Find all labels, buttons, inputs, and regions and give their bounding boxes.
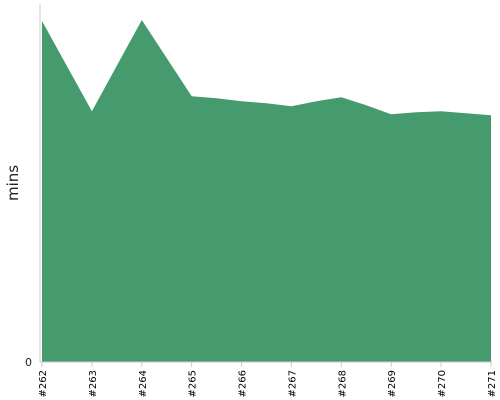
- x-tick-label: #271: [487, 370, 498, 397]
- x-tick-label: #268: [337, 370, 348, 397]
- x-tick-label: #270: [437, 370, 448, 397]
- series-area: [42, 20, 491, 362]
- x-tick-label: #266: [238, 370, 249, 397]
- x-tick-label: #263: [88, 370, 99, 397]
- x-tick-label: #267: [287, 370, 298, 397]
- y-tick-label: 0: [25, 356, 32, 369]
- x-tick-label: #269: [387, 370, 398, 397]
- y-axis-title: mins: [4, 165, 22, 201]
- x-tick-label: #264: [138, 370, 149, 397]
- x-tick-label: #262: [38, 370, 49, 397]
- x-tick-label: #265: [188, 370, 199, 397]
- y-axis-ticks: 0: [25, 356, 32, 369]
- x-axis-ticks: #262 #263 #264 #265 #266 #267 #268 #269 #270 #271: [38, 362, 498, 397]
